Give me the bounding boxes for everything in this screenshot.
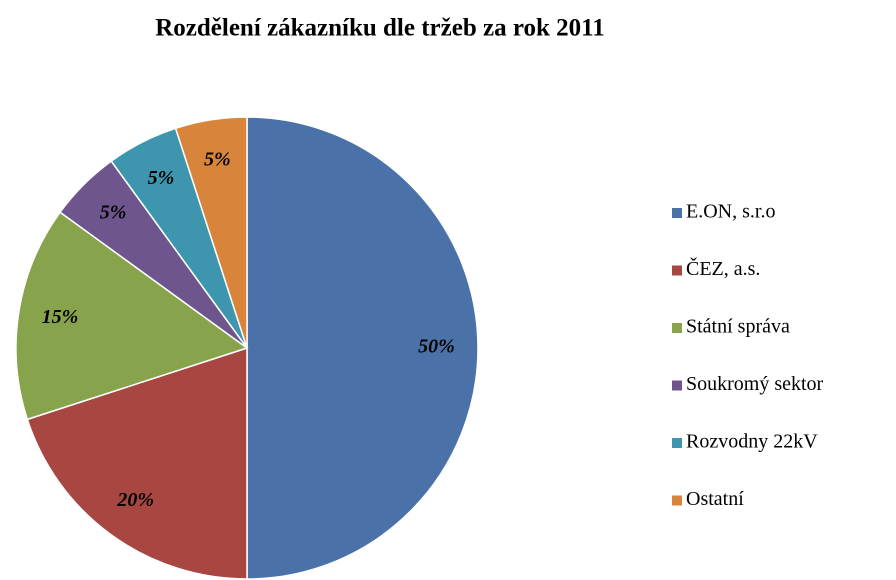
chart-title: Rozdělení zákazníku dle tržeb za rok 201… [155, 15, 605, 42]
legend-swatch [672, 438, 682, 448]
legend-label: E.ON, s.r.o [686, 201, 775, 223]
legend-label: Soukromý sektor [686, 373, 824, 395]
legend-label: Rozvodny 22kV [686, 431, 818, 453]
legend-label: ČEZ, a.s. [686, 256, 760, 280]
data-label: 20% [116, 489, 154, 511]
pie-slice [246, 116, 479, 580]
data-label: 5% [204, 149, 231, 171]
pie-slice [15, 211, 249, 421]
data-label: 5% [100, 202, 127, 224]
data-label: 15% [42, 306, 79, 328]
legend-swatch [672, 380, 682, 391]
legend-label: Státní správa [686, 316, 790, 338]
legend-swatch [672, 208, 682, 218]
legend-swatch [672, 495, 682, 506]
legend-swatch [672, 265, 682, 276]
legend-swatch [672, 323, 682, 333]
legend-label: Ostatní [686, 488, 744, 510]
data-label: 5% [148, 167, 175, 189]
data-label: 50% [418, 336, 455, 358]
pie-slice [174, 116, 248, 349]
pie-slice [26, 346, 248, 580]
